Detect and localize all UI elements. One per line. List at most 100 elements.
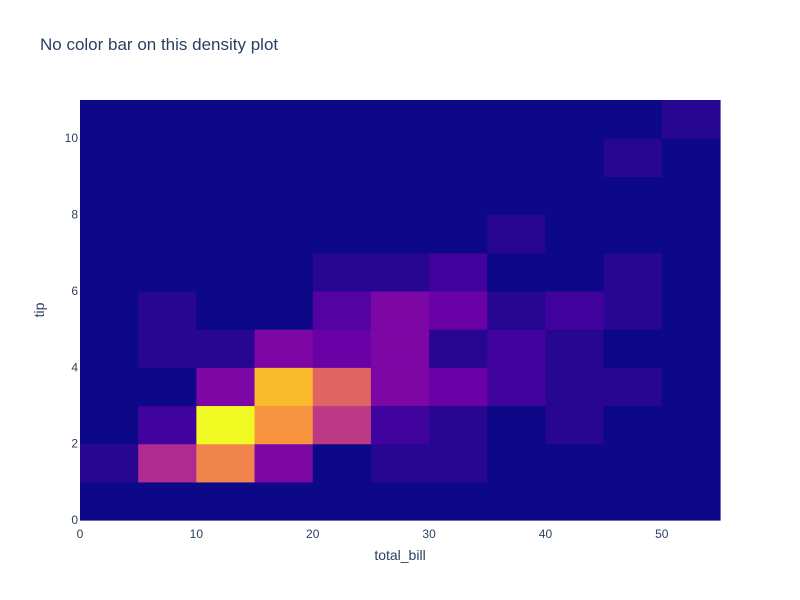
heatmap-cell xyxy=(312,481,372,521)
heatmap-cell xyxy=(138,176,197,216)
heatmap-cell xyxy=(138,138,197,177)
heatmap-cell xyxy=(80,138,139,177)
heatmap-cell xyxy=(661,443,721,483)
heatmap-cell xyxy=(312,329,372,368)
heatmap-cell xyxy=(370,367,430,407)
heatmap-cell xyxy=(487,443,547,483)
heatmap-cell xyxy=(429,138,488,177)
heatmap-cell xyxy=(196,290,256,330)
heatmap-cell xyxy=(196,329,256,368)
heatmap-cell xyxy=(370,100,430,139)
y-axis-title: tip xyxy=(31,302,47,317)
heatmap-cell xyxy=(196,138,256,177)
heatmap-cell xyxy=(254,138,314,177)
heatmap-cell xyxy=(603,214,663,254)
heatmap-cell xyxy=(80,100,139,139)
heatmap-cell xyxy=(312,214,372,254)
heatmap-cell xyxy=(312,443,372,483)
heatmap-cell xyxy=(196,214,256,254)
heatmap-cell xyxy=(138,367,197,407)
heatmap-cell xyxy=(312,176,372,216)
heatmap-cell xyxy=(312,100,372,139)
y-tick-label: 6 xyxy=(71,284,78,298)
heatmap-cell xyxy=(603,100,663,139)
heatmap-cell xyxy=(487,176,547,216)
heatmap-cell xyxy=(661,176,721,216)
heatmap-cell xyxy=(487,138,547,177)
heatmap-cell xyxy=(254,290,314,330)
x-tick-label: 50 xyxy=(655,527,669,541)
heatmap-cell xyxy=(196,405,256,445)
heatmap-cell xyxy=(545,214,605,254)
heatmap-cell xyxy=(429,176,488,216)
heatmap-cell xyxy=(254,405,314,445)
heatmap-cell xyxy=(312,252,372,292)
heatmap-cell xyxy=(80,329,139,368)
heatmap-cell xyxy=(80,405,139,445)
heatmap-cell xyxy=(196,252,256,292)
x-tick-label: 0 xyxy=(77,527,84,541)
heatmap-cell xyxy=(661,100,721,139)
y-tick-label: 4 xyxy=(71,360,78,374)
heatmap-cell xyxy=(370,176,430,216)
heatmap-cell xyxy=(429,329,488,368)
heatmap-cell xyxy=(429,367,488,407)
heatmap-cell xyxy=(603,138,663,177)
heatmap-cell xyxy=(138,329,197,368)
heatmap-cell xyxy=(80,290,139,330)
heatmap-cell xyxy=(370,443,430,483)
heatmap-cell xyxy=(80,443,139,483)
chart-title: No color bar on this density plot xyxy=(40,35,278,54)
heatmap-cell xyxy=(603,290,663,330)
heatmap-cells xyxy=(80,100,721,521)
heatmap-cell xyxy=(661,329,721,368)
heatmap-cell xyxy=(487,405,547,445)
heatmap-cell xyxy=(312,138,372,177)
x-axis-title: total_bill xyxy=(374,547,425,563)
heatmap-cell xyxy=(429,290,488,330)
heatmap-cell xyxy=(138,100,197,139)
heatmap-cell xyxy=(429,252,488,292)
heatmap-cell xyxy=(661,214,721,254)
heatmap-cell xyxy=(603,443,663,483)
heatmap-cell xyxy=(196,176,256,216)
heatmap-cell xyxy=(80,481,139,521)
heatmap-cell xyxy=(429,214,488,254)
heatmap-cell xyxy=(138,214,197,254)
heatmap-cell xyxy=(254,100,314,139)
heatmap-cell xyxy=(138,443,197,483)
x-tick-label: 40 xyxy=(539,527,553,541)
heatmap-cell xyxy=(312,290,372,330)
x-tick-label: 10 xyxy=(190,527,204,541)
heatmap-cell xyxy=(545,176,605,216)
heatmap-cell xyxy=(545,405,605,445)
heatmap-cell xyxy=(487,252,547,292)
heatmap-cell xyxy=(661,481,721,521)
y-axis-ticks: 0 2 4 6 8 10 xyxy=(65,131,79,527)
heatmap-cell xyxy=(370,329,430,368)
heatmap-cell xyxy=(487,100,547,139)
heatmap-cell xyxy=(312,405,372,445)
heatmap-cell xyxy=(370,214,430,254)
heatmap-cell xyxy=(370,481,430,521)
heatmap-cell xyxy=(545,138,605,177)
y-tick-label: 10 xyxy=(65,131,79,145)
heatmap-cell xyxy=(254,367,314,407)
heatmap-cell xyxy=(545,100,605,139)
heatmap-cell xyxy=(254,252,314,292)
heatmap-cell xyxy=(80,252,139,292)
heatmap-cell xyxy=(429,100,488,139)
heatmap-cell xyxy=(487,367,547,407)
heatmap-cell xyxy=(138,252,197,292)
heatmap-cell xyxy=(254,443,314,483)
heatmap-cell xyxy=(545,443,605,483)
heatmap-cell xyxy=(370,138,430,177)
heatmap-cell xyxy=(138,405,197,445)
heatmap-cell xyxy=(254,214,314,254)
heatmap-cell xyxy=(603,176,663,216)
heatmap-cell xyxy=(429,443,488,483)
heatmap-cell xyxy=(138,290,197,330)
heatmap-cell xyxy=(138,481,197,521)
heatmap-cell xyxy=(545,252,605,292)
